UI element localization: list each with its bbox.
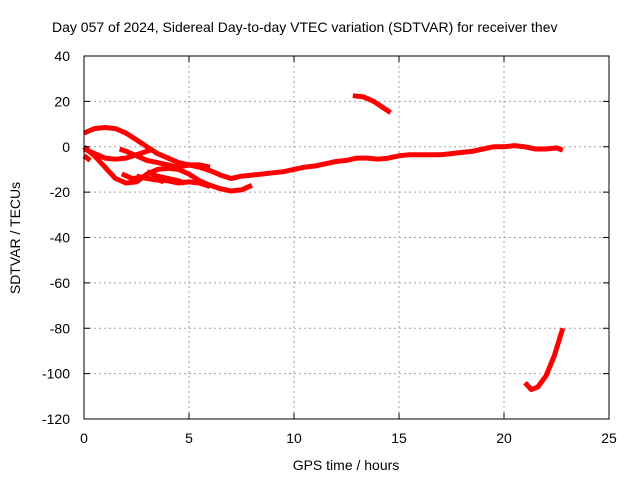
- y-tick-label: -20: [50, 184, 70, 200]
- x-tick-label: 5: [185, 430, 193, 446]
- x-tick-label: 10: [286, 430, 302, 446]
- y-tick-label: -40: [50, 230, 70, 246]
- y-axis-label: SDTVAR / TECUs: [7, 182, 23, 294]
- y-tick-label: -60: [50, 275, 70, 291]
- x-tick-label: 0: [80, 430, 88, 446]
- y-tick-labels: -120 -100 -80 -60 -40 -20 0 20 40: [42, 48, 70, 427]
- y-tick-label: 40: [54, 48, 70, 64]
- axis-ticks: [83, 55, 610, 420]
- series-line-s7: [146, 169, 186, 186]
- series-line-s9: [352, 93, 393, 115]
- y-tick-label: -80: [50, 320, 70, 336]
- grid: [84, 56, 609, 419]
- series-line-s4: [82, 144, 254, 194]
- y-tick-label: -100: [42, 366, 70, 382]
- x-tick-label: 25: [601, 430, 617, 446]
- series-line-s5: [82, 153, 92, 163]
- y-tick-label: 20: [54, 93, 70, 109]
- x-tick-label: 20: [496, 430, 512, 446]
- y-tick-label: -120: [42, 411, 70, 427]
- x-tick-label: 15: [391, 430, 407, 446]
- series-line-s1: [83, 125, 564, 181]
- x-tick-labels: 0 5 10 15 20 25: [80, 430, 617, 446]
- series-line-s3: [118, 146, 211, 170]
- series-line-s8: [135, 173, 165, 185]
- data-series: [82, 93, 566, 392]
- y-tick-label: 0: [62, 139, 70, 155]
- chart-title: Day 057 of 2024, Sidereal Day-to-day VTE…: [52, 19, 558, 35]
- x-axis-label: GPS time / hours: [293, 457, 400, 473]
- series-line-s10: [523, 327, 566, 392]
